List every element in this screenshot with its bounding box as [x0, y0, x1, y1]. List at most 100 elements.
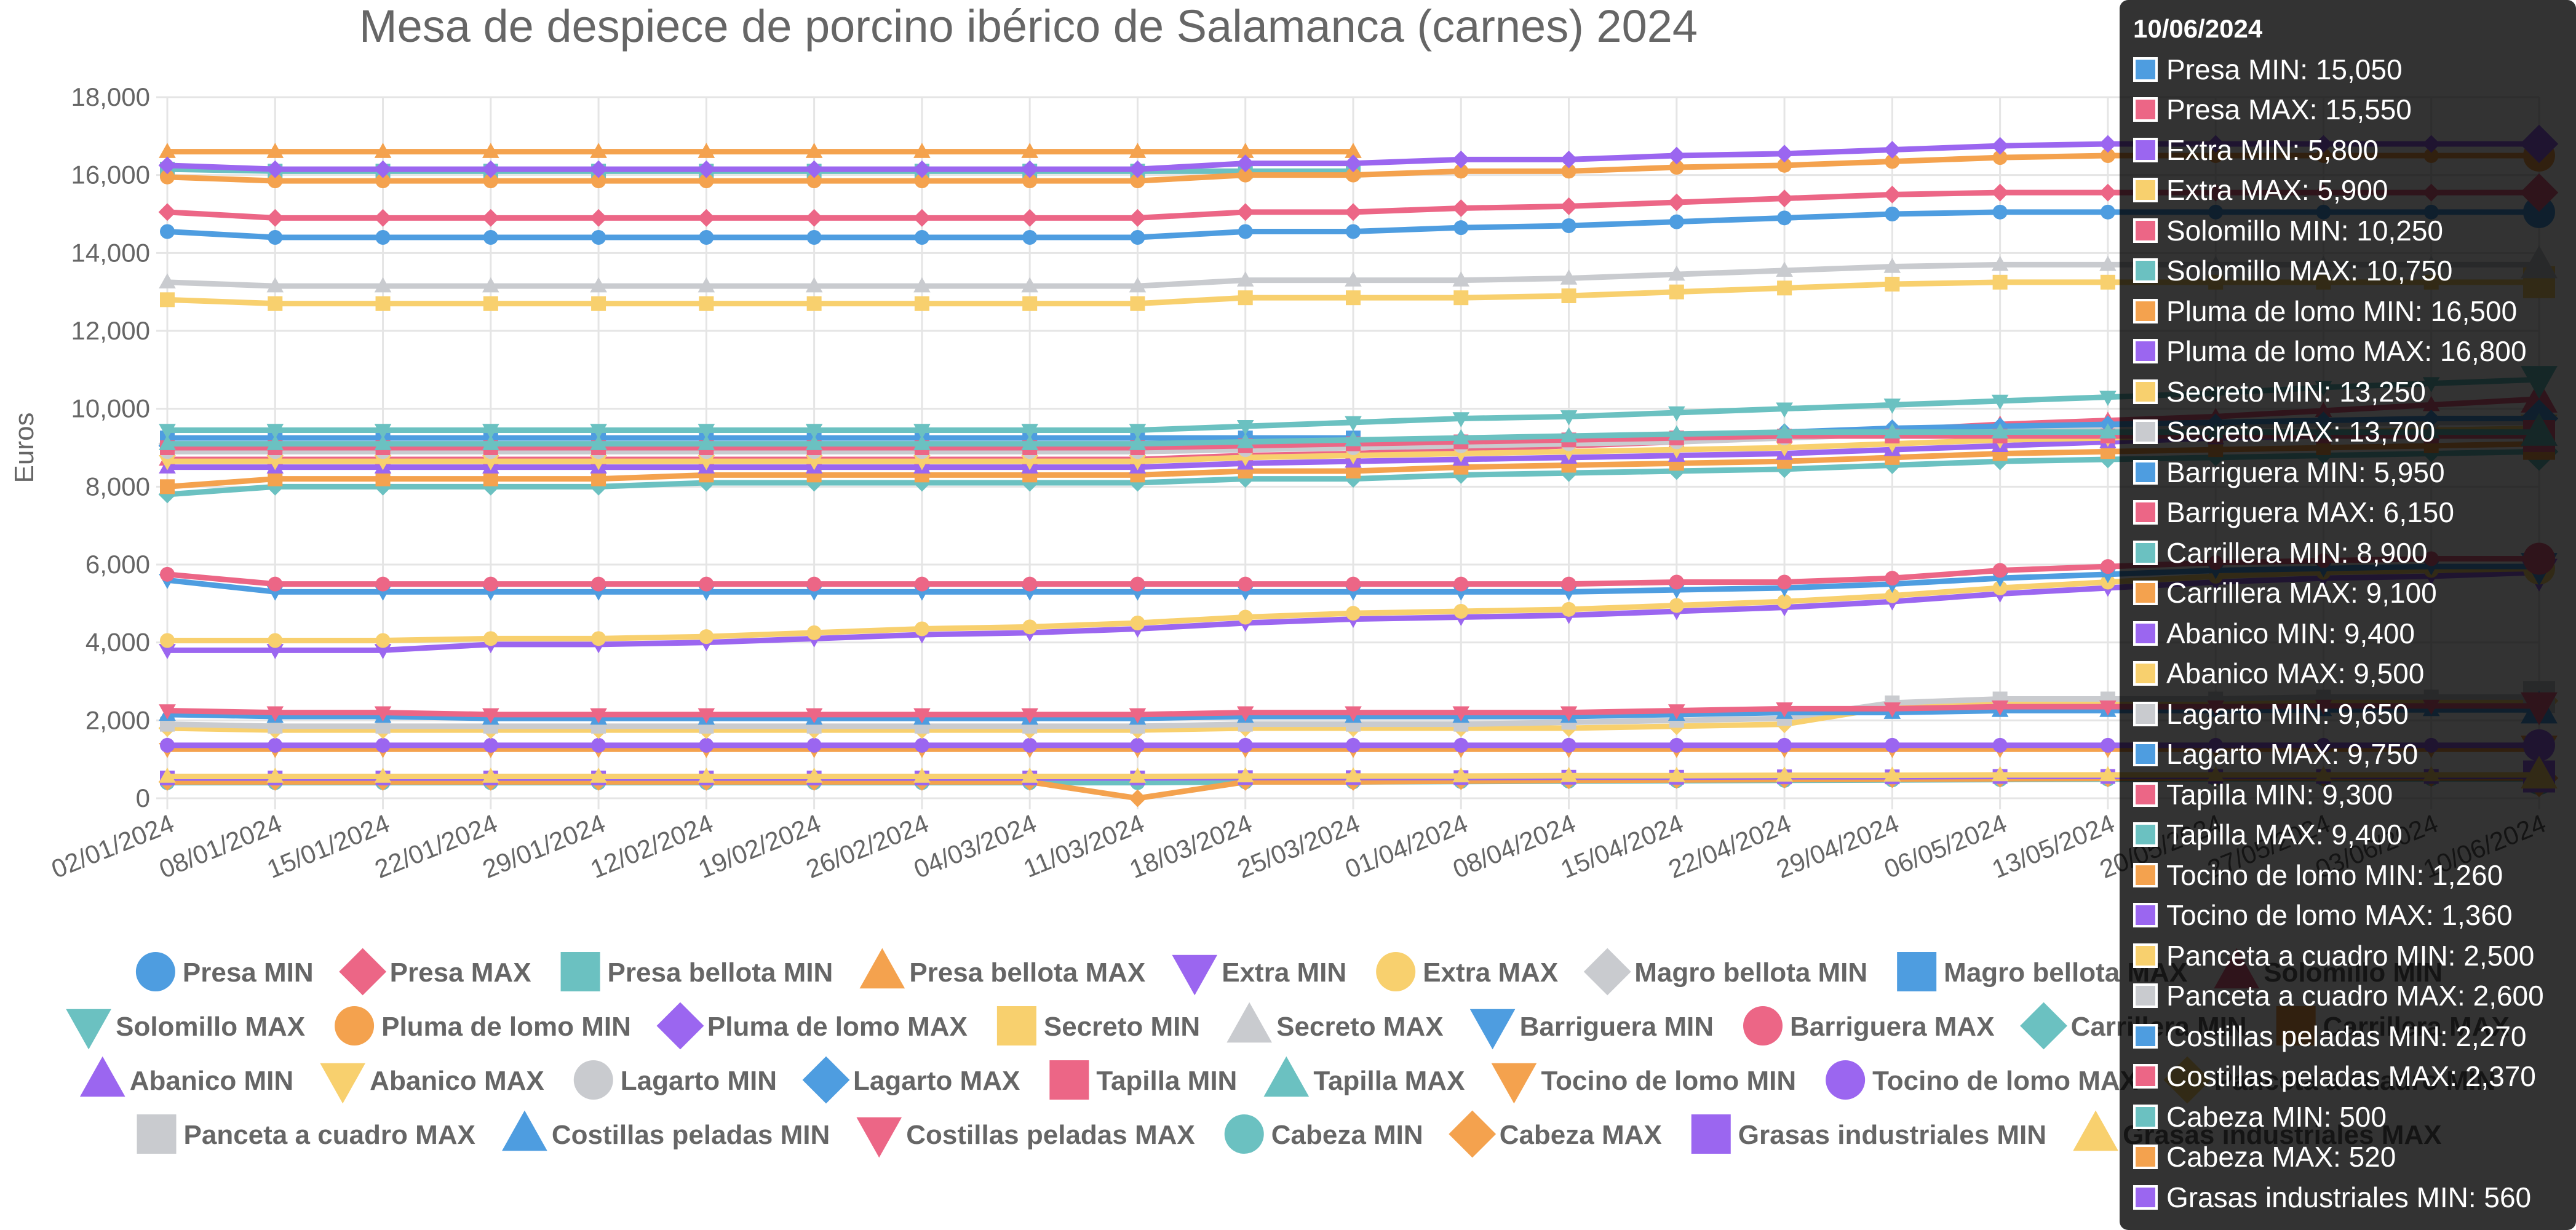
legend-item[interactable]: Tocino de lomo MIN	[1491, 1063, 1797, 1104]
data-point	[1346, 737, 1361, 753]
data-point	[483, 576, 498, 592]
data-point	[160, 292, 175, 308]
legend-item[interactable]: Lagarto MAX	[802, 1056, 1020, 1104]
legend-label: Pluma de lomo MAX	[707, 1012, 968, 1042]
legend-item[interactable]: Costillas peladas MAX	[856, 1117, 1195, 1158]
tooltip-label: Carrillera MAX: 9,100	[2166, 577, 2437, 609]
legend-item[interactable]: Presa bellota MAX	[859, 948, 1146, 989]
legend-item[interactable]: Presa MIN	[135, 952, 314, 991]
legend-item[interactable]: Secreto MIN	[996, 1006, 1200, 1046]
legend-item[interactable]: Barriguera MIN	[1469, 1009, 1714, 1050]
data-point	[483, 471, 498, 486]
tooltip-label: Abanico MAX: 9,500	[2166, 657, 2425, 690]
data-point	[914, 621, 929, 637]
x-tick-label: 18/03/2024	[1126, 809, 1257, 884]
tooltip-swatch	[2133, 258, 2158, 284]
data-point	[697, 474, 715, 492]
legend-marker	[335, 1006, 375, 1046]
legend-item[interactable]: Secreto MAX	[1226, 1002, 1444, 1043]
x-tick-label: 29/01/2024	[479, 809, 610, 884]
legend-item[interactable]: Barriguera MAX	[1743, 1006, 1995, 1046]
data-point	[1021, 143, 1038, 158]
data-point	[482, 208, 500, 227]
data-point	[1561, 601, 1576, 617]
legend-label: Abanico MAX	[370, 1066, 544, 1096]
tooltip-label: Lagarto MIN: 9,650	[2166, 697, 2409, 730]
data-point	[698, 424, 715, 439]
legend-item[interactable]: Costillas peladas MIN	[502, 1110, 830, 1151]
legend-item[interactable]: Panceta a cuadro MAX	[137, 1114, 475, 1154]
legend-item[interactable]: Presa MAX	[339, 948, 531, 996]
tooltip-swatch	[2133, 701, 2158, 726]
data-point	[1452, 271, 1470, 287]
legend-item[interactable]: Extra MIN	[1172, 954, 1346, 996]
legend-item[interactable]: Abanico MIN	[79, 1056, 293, 1097]
data-point	[1560, 150, 1578, 169]
data-point	[591, 296, 606, 311]
legend-item[interactable]: Tocino de lomo MAX	[1826, 1060, 2138, 1100]
data-point	[160, 169, 175, 184]
data-point	[698, 454, 715, 470]
data-point	[159, 424, 176, 439]
data-point	[374, 424, 392, 439]
tooltip-label: Costillas peladas MIN: 2,270	[2166, 1020, 2527, 1052]
legend-item[interactable]: Tapilla MAX	[1263, 1056, 1465, 1097]
legend-marker	[2020, 1002, 2067, 1050]
data-point	[1883, 141, 1901, 159]
data-point	[1452, 412, 1470, 427]
legend-item[interactable]: Cabeza MAX	[1449, 1110, 1662, 1158]
tooltip-row: Presa MIN: 15,050	[2133, 49, 2576, 90]
tooltip-swatch	[2133, 419, 2158, 445]
data-point	[1560, 410, 1578, 426]
legend-item[interactable]: Presa bellota MIN	[560, 952, 833, 991]
data-point	[1129, 768, 1147, 783]
legend-item[interactable]: Grasas industriales MIN	[1691, 1114, 2046, 1154]
tooltip-row: Pluma de lomo MAX: 16,800	[2133, 331, 2576, 372]
data-point	[1129, 424, 1147, 439]
data-point	[482, 708, 499, 724]
tooltip-row: Lagarto MAX: 9,750	[2133, 734, 2576, 775]
data-point	[482, 277, 499, 293]
legend-label: Costillas peladas MAX	[906, 1120, 1195, 1150]
data-point	[266, 208, 284, 227]
tooltip-swatch	[2133, 661, 2158, 686]
legend-label: Secreto MAX	[1276, 1012, 1443, 1042]
legend-item[interactable]: Abanico MAX	[320, 1063, 544, 1104]
legend-item[interactable]: Pluma de lomo MIN	[335, 1006, 631, 1046]
legend-item[interactable]: Tapilla MIN	[1049, 1060, 1237, 1100]
data-point	[914, 296, 929, 311]
tooltip-label: Pluma de lomo MIN: 16,500	[2166, 295, 2518, 327]
data-point	[1885, 571, 1900, 586]
data-point	[914, 230, 929, 245]
legend-item[interactable]: Solomillo MAX	[66, 1009, 305, 1050]
data-point	[2099, 183, 2117, 202]
data-point	[805, 435, 823, 450]
data-point	[159, 704, 176, 720]
tooltip-swatch	[2133, 298, 2158, 323]
x-tick-label: 01/04/2024	[1341, 809, 1472, 884]
data-point	[482, 424, 499, 439]
data-point	[589, 208, 608, 227]
data-point	[1885, 207, 1900, 221]
legend-item[interactable]: Cabeza MIN	[1224, 1114, 1423, 1154]
data-point	[374, 208, 392, 227]
x-tick-label: 25/03/2024	[1233, 809, 1364, 884]
data-point	[268, 576, 283, 592]
data-point	[1883, 258, 1901, 273]
tooltip-label: Presa MIN: 15,050	[2166, 53, 2403, 85]
data-point	[1452, 767, 1470, 783]
data-point	[698, 768, 715, 783]
data-point	[590, 277, 607, 293]
legend-label: Extra MIN	[1222, 958, 1346, 988]
legend-item[interactable]: Extra MAX	[1376, 952, 1558, 991]
legend-item[interactable]: Lagarto MIN	[573, 1060, 777, 1100]
data-point	[914, 576, 929, 592]
legend-item[interactable]: Pluma de lomo MAX	[656, 1002, 968, 1050]
data-point	[1776, 423, 1793, 438]
data-point	[1560, 706, 1578, 722]
y-tick-label: 2,000	[85, 705, 150, 734]
data-point	[483, 296, 498, 311]
data-point	[591, 230, 606, 245]
legend-item[interactable]: Magro bellota MIN	[1583, 948, 1867, 996]
tooltip-swatch	[2133, 178, 2158, 203]
